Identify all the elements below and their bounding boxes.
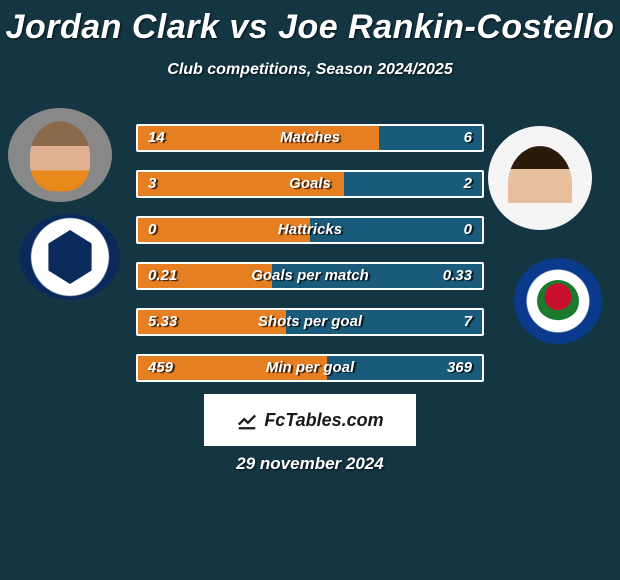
stat-value-left: 0 bbox=[138, 218, 166, 246]
stat-row: 5.33 Shots per goal 7 bbox=[136, 308, 484, 336]
stat-row: 14 Matches 6 bbox=[136, 124, 484, 152]
stat-value-left: 14 bbox=[138, 126, 175, 154]
club-right-badge bbox=[514, 258, 602, 344]
stats-icon bbox=[236, 409, 258, 431]
date-text: 29 november 2024 bbox=[0, 454, 620, 474]
stat-value-right: 0 bbox=[454, 218, 482, 246]
stat-row: 0 Hattricks 0 bbox=[136, 216, 484, 244]
stat-value-right: 6 bbox=[454, 126, 482, 154]
stat-value-right: 0.33 bbox=[433, 264, 482, 292]
brand-text: FcTables.com bbox=[264, 410, 383, 431]
stats-panel: 14 Matches 6 3 Goals 2 0 Hattricks 0 0.2… bbox=[136, 124, 484, 400]
player-right-avatar bbox=[488, 126, 592, 230]
subtitle: Club competitions, Season 2024/2025 bbox=[0, 61, 620, 79]
stat-value-right: 7 bbox=[454, 310, 482, 338]
page-title: Jordan Clark vs Joe Rankin-Costello bbox=[0, 0, 620, 47]
player-left-avatar bbox=[8, 108, 112, 202]
brand-badge: FcTables.com bbox=[204, 394, 416, 446]
stat-bar-right bbox=[286, 310, 482, 334]
stat-value-left: 5.33 bbox=[138, 310, 187, 338]
stat-value-right: 369 bbox=[437, 356, 482, 384]
stat-row: 3 Goals 2 bbox=[136, 170, 484, 198]
stat-value-left: 459 bbox=[138, 356, 183, 384]
stat-value-left: 3 bbox=[138, 172, 166, 200]
stat-row: 0.21 Goals per match 0.33 bbox=[136, 262, 484, 290]
stat-value-right: 2 bbox=[454, 172, 482, 200]
stat-row: 459 Min per goal 369 bbox=[136, 354, 484, 382]
club-left-badge bbox=[20, 214, 120, 300]
stat-value-left: 0.21 bbox=[138, 264, 187, 292]
stat-bar-left bbox=[138, 172, 344, 196]
